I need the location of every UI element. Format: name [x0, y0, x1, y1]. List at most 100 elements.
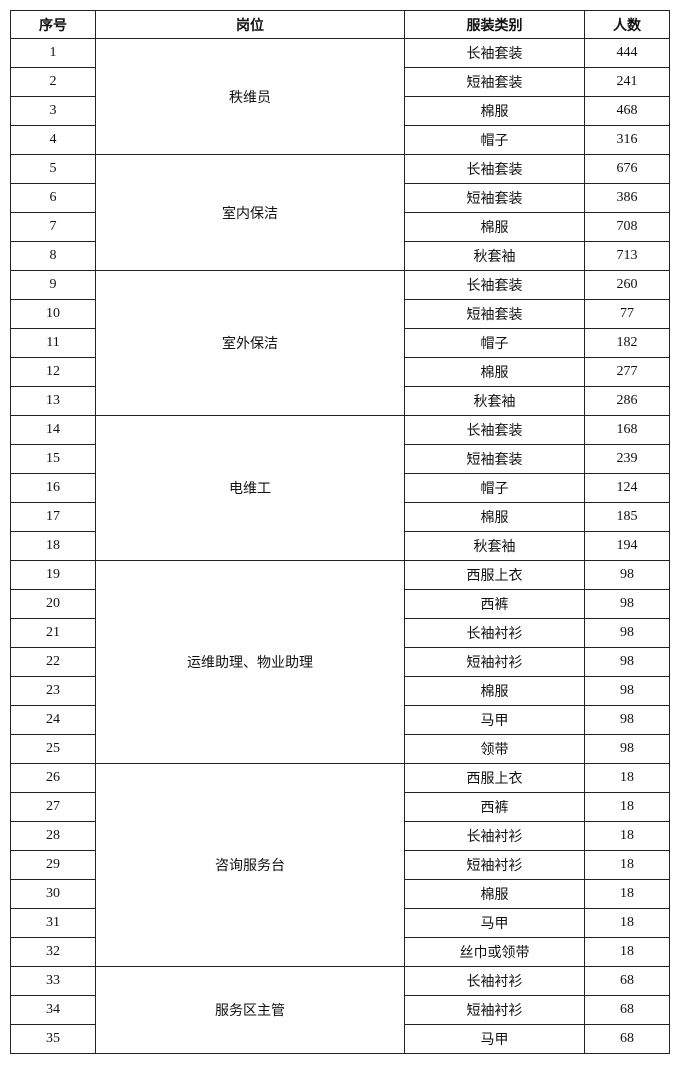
person-count: 18: [584, 879, 670, 909]
row-number: 21: [10, 618, 96, 648]
row-number: 1: [10, 38, 96, 68]
clothing-type: 秋套袖: [404, 531, 585, 561]
person-count: 98: [584, 560, 670, 590]
clothing-type: 棉服: [404, 96, 585, 126]
person-count: 468: [584, 96, 670, 126]
person-count: 18: [584, 850, 670, 880]
row-number: 5: [10, 154, 96, 184]
person-count: 386: [584, 183, 670, 213]
row-number: 12: [10, 357, 96, 387]
person-count: 18: [584, 937, 670, 967]
clothing-type: 短袖套装: [404, 67, 585, 97]
post-cell: 咨询服务台: [95, 763, 405, 967]
person-count: 168: [584, 415, 670, 445]
clothing-type: 短袖套装: [404, 183, 585, 213]
table-row: 25 领带 98: [10, 734, 670, 764]
clothing-type: 西服上衣: [404, 560, 585, 590]
table-row: 24 马甲 98: [10, 705, 670, 735]
row-number: 8: [10, 241, 96, 271]
clothing-type: 短袖衬衫: [404, 647, 585, 677]
post-cell: 服务区主管: [95, 966, 405, 1054]
clothing-type: 长袖套装: [404, 154, 585, 184]
row-number: 2: [10, 67, 96, 97]
row-number: 31: [10, 908, 96, 938]
post-cell: 电维工: [95, 415, 405, 561]
clothing-type: 短袖套装: [404, 299, 585, 329]
row-number: 18: [10, 531, 96, 561]
clothing-type: 帽子: [404, 328, 585, 358]
row-number: 10: [10, 299, 96, 329]
uniform-table: 序号 岗位 服装类别 人数 1 秩维员 长袖套装 444 2 短袖套装 241 3 棉服 468 4…: [10, 10, 670, 1054]
row-number: 22: [10, 647, 96, 677]
row-number: 25: [10, 734, 96, 764]
row-number: 32: [10, 937, 96, 967]
person-count: 98: [584, 589, 670, 619]
person-count: 18: [584, 792, 670, 822]
clothing-type: 马甲: [404, 705, 585, 735]
table-row: 16 帽子 124: [10, 473, 670, 503]
clothing-type: 长袖衬衫: [404, 966, 585, 996]
person-count: 444: [584, 38, 670, 68]
person-count: 124: [584, 473, 670, 503]
table-row: 12 棉服 277: [10, 357, 670, 387]
clothing-type: 帽子: [404, 125, 585, 155]
clothing-type: 棉服: [404, 879, 585, 909]
row-number: 13: [10, 386, 96, 416]
table-row: 6 短袖套装 386: [10, 183, 670, 213]
clothing-type: 长袖套装: [404, 415, 585, 445]
clothing-type: 短袖套装: [404, 444, 585, 474]
clothing-type: 棉服: [404, 357, 585, 387]
table-row: 29 短袖衬衫 18: [10, 850, 670, 880]
post-cell: 秩维员: [95, 38, 405, 155]
row-number: 24: [10, 705, 96, 735]
table-row: 15 短袖套装 239: [10, 444, 670, 474]
row-number: 15: [10, 444, 96, 474]
person-count: 239: [584, 444, 670, 474]
person-count: 260: [584, 270, 670, 300]
table-row: 21 长袖衬衫 98: [10, 618, 670, 648]
person-count: 194: [584, 531, 670, 561]
table-row: 19 运维助理、物业助理 西服上衣 98: [10, 560, 670, 764]
table-row: 1 秩维员 长袖套装 444: [10, 38, 670, 155]
person-count: 316: [584, 125, 670, 155]
table-row: 32 丝巾或领带 18: [10, 937, 670, 967]
clothing-type: 短袖衬衫: [404, 850, 585, 880]
table-row: 30 棉服 18: [10, 879, 670, 909]
clothing-type: 短袖衬衫: [404, 995, 585, 1025]
row-number: 33: [10, 966, 96, 996]
person-count: 68: [584, 1024, 670, 1054]
clothing-type: 领带: [404, 734, 585, 764]
header-row: 序号 岗位 服装类别 人数: [10, 10, 670, 39]
table-row: 33 服务区主管 长袖衬衫 68: [10, 966, 670, 1054]
person-count: 286: [584, 386, 670, 416]
row-number: 4: [10, 125, 96, 155]
row-number: 19: [10, 560, 96, 590]
table-row: 14 电维工 长袖套装 168: [10, 415, 670, 561]
clothing-type: 长袖套装: [404, 270, 585, 300]
table-row: 26 咨询服务台 西服上衣 18: [10, 763, 670, 967]
clothing-type: 长袖套装: [404, 38, 585, 68]
clothing-type: 西裤: [404, 792, 585, 822]
person-count: 713: [584, 241, 670, 271]
row-number: 9: [10, 270, 96, 300]
table-row: 10 短袖套装 77: [10, 299, 670, 329]
clothing-type: 丝巾或领带: [404, 937, 585, 967]
row-number: 26: [10, 763, 96, 793]
row-number: 27: [10, 792, 96, 822]
row-number: 6: [10, 183, 96, 213]
person-count: 708: [584, 212, 670, 242]
person-count: 676: [584, 154, 670, 184]
row-number: 17: [10, 502, 96, 532]
row-number: 34: [10, 995, 96, 1025]
table-row: 35 马甲 68: [10, 1024, 670, 1054]
person-count: 185: [584, 502, 670, 532]
clothing-type: 帽子: [404, 473, 585, 503]
post-cell: 室外保洁: [95, 270, 405, 416]
row-number: 16: [10, 473, 96, 503]
row-number: 29: [10, 850, 96, 880]
person-count: 98: [584, 618, 670, 648]
row-number: 28: [10, 821, 96, 851]
table-row: 2 短袖套装 241: [10, 67, 670, 97]
clothing-type: 长袖衬衫: [404, 618, 585, 648]
header-type: 服装类别: [404, 10, 585, 39]
